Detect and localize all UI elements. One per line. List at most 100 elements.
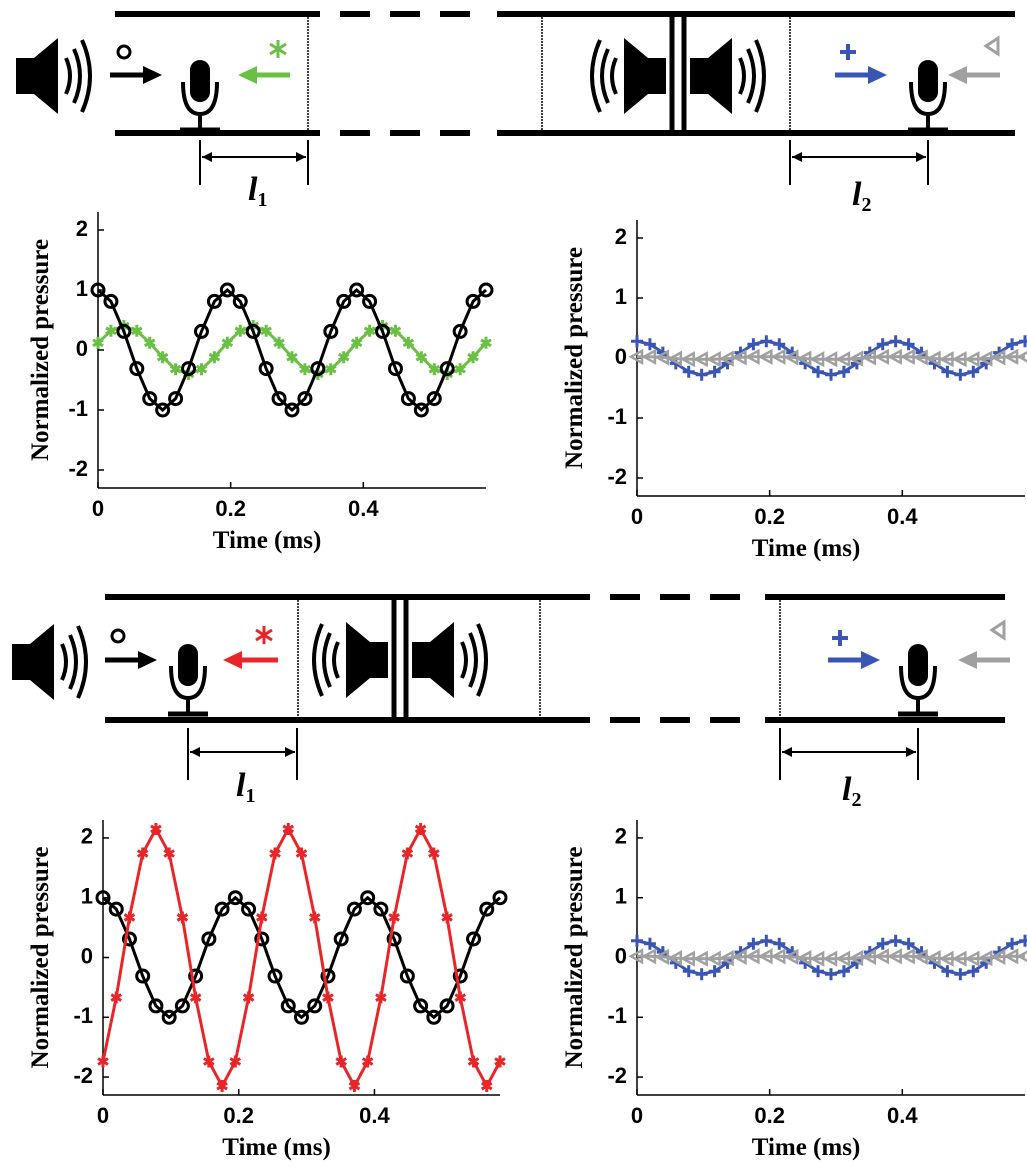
marker xyxy=(163,847,175,860)
marker xyxy=(143,336,156,349)
marker xyxy=(116,323,132,339)
chart: -2 -1 0 1 2 0 0.2 0.4 Time (ms) Normalized pressu… xyxy=(27,820,508,1161)
marker xyxy=(273,336,285,349)
marker xyxy=(773,338,786,351)
marker xyxy=(439,998,455,1014)
marker xyxy=(90,282,106,298)
marker xyxy=(203,1055,215,1068)
y-tick-label: 0 xyxy=(615,943,627,968)
marker xyxy=(631,335,643,348)
marker xyxy=(400,391,416,407)
y-tick-label: 0 xyxy=(615,344,627,369)
marker xyxy=(299,363,311,376)
marker xyxy=(346,901,362,917)
diagram-bottom: l1 l2 xyxy=(10,594,1010,811)
marker xyxy=(441,911,453,924)
y-tick-label: -1 xyxy=(607,404,627,429)
marker xyxy=(221,336,234,349)
marker xyxy=(876,338,889,351)
marker xyxy=(234,324,247,337)
series-line xyxy=(96,324,488,376)
marker xyxy=(325,363,337,376)
marker xyxy=(337,351,350,364)
marker xyxy=(731,948,747,966)
x-tick-label: 0.2 xyxy=(754,504,785,529)
marker xyxy=(796,949,812,967)
marker xyxy=(414,822,427,835)
marker xyxy=(189,991,202,1004)
marker xyxy=(413,402,429,418)
marker xyxy=(967,965,980,978)
marker xyxy=(320,968,336,984)
marker xyxy=(812,965,825,978)
y-tick-label: 2 xyxy=(76,216,88,241)
marker xyxy=(335,1055,347,1068)
marker xyxy=(108,901,124,917)
marker xyxy=(333,931,349,947)
marker xyxy=(389,324,402,337)
marker xyxy=(902,338,915,351)
marker xyxy=(150,822,162,835)
x-axis-label: Time (ms) xyxy=(752,535,861,562)
marker xyxy=(322,991,334,1004)
y-axis-label: Normalized pressure xyxy=(561,247,588,469)
marker xyxy=(480,1080,493,1093)
marker xyxy=(426,1009,442,1025)
marker xyxy=(925,350,941,367)
marker xyxy=(308,911,321,924)
marker xyxy=(103,293,119,309)
marker xyxy=(825,368,837,381)
marker xyxy=(454,363,466,376)
marker xyxy=(682,965,695,978)
marker xyxy=(912,948,928,966)
marker xyxy=(467,1055,480,1068)
y-axis-label: Normalized pressure xyxy=(561,847,588,1069)
marker xyxy=(269,847,281,860)
marker xyxy=(954,368,967,381)
marker xyxy=(388,911,400,924)
marker xyxy=(241,901,257,917)
marker xyxy=(848,350,864,367)
marker xyxy=(295,847,308,860)
marker xyxy=(494,1055,506,1068)
marker xyxy=(837,365,850,378)
x-axis-label: Time (ms) xyxy=(222,1134,331,1161)
x-tick-label: 0.2 xyxy=(754,1103,785,1128)
marker xyxy=(402,336,415,349)
marker xyxy=(861,948,877,966)
marker xyxy=(92,336,104,349)
marker xyxy=(1019,335,1027,348)
y-tick-label: 0 xyxy=(81,943,93,968)
marker xyxy=(1019,934,1027,947)
marker xyxy=(161,1009,177,1025)
dimension-label: l2 xyxy=(852,176,871,216)
marker xyxy=(97,1055,109,1068)
marker xyxy=(1006,338,1019,351)
x-tick-label: 0 xyxy=(92,496,104,521)
marker xyxy=(492,890,508,906)
marker xyxy=(426,391,442,407)
marker xyxy=(375,991,387,1004)
x-tick-label: 0 xyxy=(631,1103,643,1128)
marker xyxy=(812,365,825,378)
marker xyxy=(336,293,352,309)
marker xyxy=(282,822,295,835)
y-tick-label: -2 xyxy=(607,1063,627,1088)
marker xyxy=(349,282,365,298)
marker xyxy=(297,391,313,407)
marker xyxy=(155,402,171,418)
marker xyxy=(375,323,391,339)
marker xyxy=(110,991,123,1004)
marker xyxy=(136,847,149,860)
marker xyxy=(401,847,414,860)
y-tick-label: 1 xyxy=(615,884,627,909)
marker xyxy=(760,934,773,947)
marker xyxy=(876,937,889,950)
x-tick-label: 0.4 xyxy=(348,496,379,521)
series-line xyxy=(102,895,501,1020)
marker xyxy=(135,968,151,984)
marker xyxy=(307,998,323,1014)
marker xyxy=(452,323,468,339)
marker xyxy=(206,293,222,309)
y-axis-label: Normalized pressure xyxy=(27,239,54,461)
